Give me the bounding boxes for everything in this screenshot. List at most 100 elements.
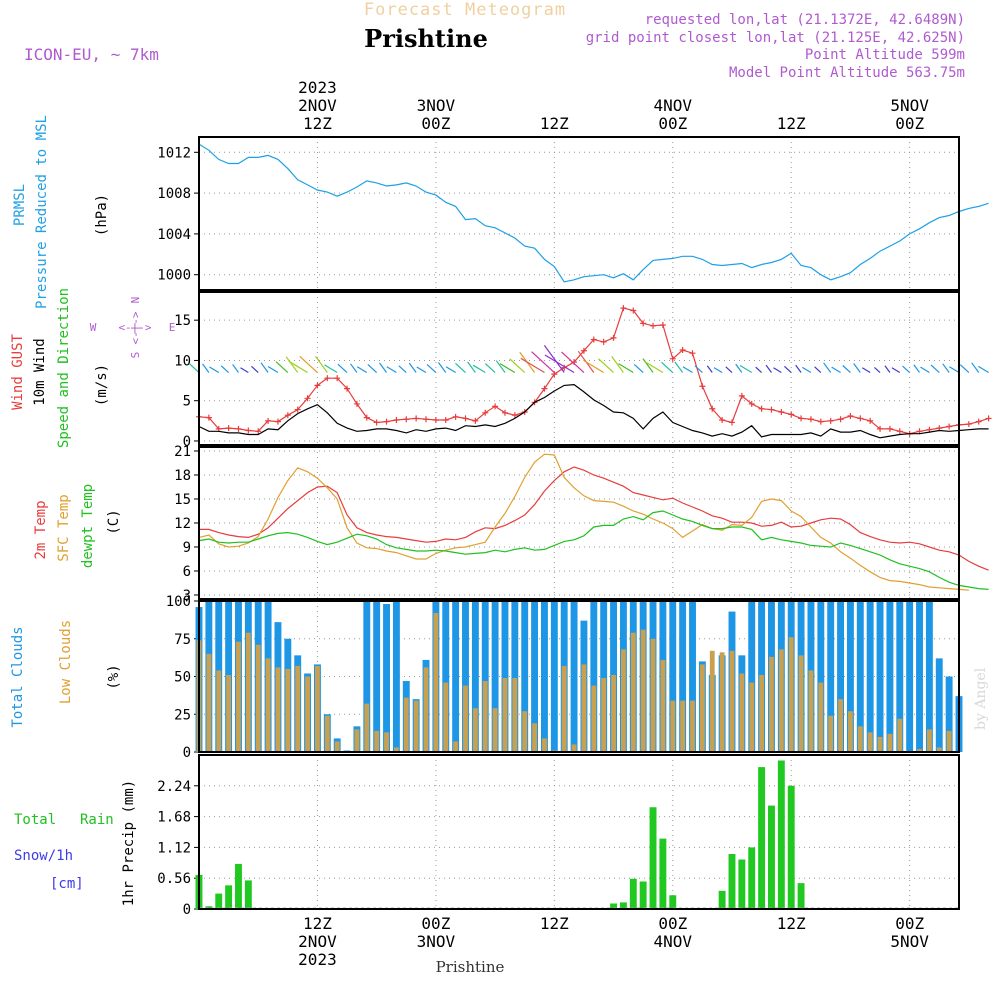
y-tick-label: 15 bbox=[174, 313, 191, 329]
y-tick-label: 21 bbox=[174, 444, 191, 460]
gust-marker bbox=[373, 419, 380, 426]
snow-unit: [cm] bbox=[50, 876, 84, 892]
wind-arrow bbox=[260, 362, 269, 373]
low-cloud-bar bbox=[522, 711, 528, 752]
low-cloud-bar bbox=[788, 637, 794, 752]
compass-vert: <-|-> bbox=[129, 311, 142, 344]
wind-arrow bbox=[949, 366, 960, 374]
gust-marker bbox=[630, 307, 637, 314]
low-cloud-bar bbox=[778, 649, 784, 752]
precip-bar bbox=[777, 760, 785, 909]
wind-arrow bbox=[484, 363, 496, 373]
wind-arrow bbox=[220, 365, 230, 373]
low-cloud-bar bbox=[423, 667, 429, 752]
gust-marker bbox=[314, 382, 321, 389]
wind-arrow bbox=[467, 361, 476, 373]
y-tick-label: 2.24 bbox=[157, 779, 191, 795]
top-time-label: 00Z bbox=[895, 114, 924, 133]
low-cloud-bar bbox=[798, 655, 804, 752]
low-cloud-bar bbox=[650, 638, 656, 752]
gust-marker bbox=[235, 425, 242, 432]
precip-bar bbox=[748, 847, 756, 909]
total-cloud-bar bbox=[511, 601, 519, 752]
low-cloud-bar bbox=[561, 665, 567, 752]
low-cloud-bar bbox=[897, 718, 903, 752]
wind-arrow bbox=[942, 363, 950, 373]
precip-bar bbox=[235, 863, 242, 909]
gust-marker bbox=[659, 322, 666, 329]
low-cloud-bar bbox=[443, 682, 449, 752]
gust-marker bbox=[738, 392, 745, 399]
low-cloud-bar bbox=[236, 641, 241, 752]
gust-marker bbox=[442, 417, 449, 424]
y-tick-label: 1004 bbox=[157, 227, 191, 243]
low-cloud-bar bbox=[265, 658, 271, 752]
pressure-label-1: PRMSL bbox=[12, 184, 28, 226]
total-cloud-bar bbox=[363, 601, 371, 752]
gust-marker bbox=[324, 375, 331, 382]
total-cloud-bar bbox=[462, 601, 469, 752]
gust-marker bbox=[472, 417, 479, 424]
compass-n: N bbox=[129, 297, 142, 304]
low-cloud-bar bbox=[472, 708, 478, 752]
low-cloud-bar bbox=[216, 670, 222, 752]
y-tick-label: 3 bbox=[183, 588, 191, 604]
top-time-label: 2023 bbox=[298, 78, 337, 97]
gust-marker bbox=[452, 413, 459, 420]
compass-s: S bbox=[129, 352, 142, 359]
wind-arrow bbox=[188, 363, 200, 373]
low-cloud-bar bbox=[206, 653, 212, 752]
wind-arrow bbox=[408, 362, 417, 373]
precip-bar bbox=[758, 767, 766, 909]
compass-icon: N S W E <-|-> <-|-> bbox=[90, 297, 176, 359]
wind-arrow bbox=[288, 360, 308, 374]
bottom-time-label: 5NOV bbox=[890, 932, 929, 951]
wind-arrow bbox=[416, 366, 427, 374]
gust-marker bbox=[758, 405, 765, 412]
gust-marker bbox=[413, 415, 420, 422]
precip-bar bbox=[244, 880, 252, 909]
wind-speed-dir-label: Speed and Direction bbox=[56, 288, 72, 448]
gust-marker bbox=[590, 336, 597, 343]
gust-marker bbox=[501, 409, 508, 416]
low-cloud-bar bbox=[719, 652, 725, 752]
wind-arrow bbox=[499, 363, 516, 374]
precip-bar bbox=[619, 902, 627, 909]
series-wind-gust bbox=[198, 307, 989, 435]
low-cloud-bar bbox=[532, 723, 538, 752]
panel-temperature: 3 6 9 12 15 18 21 bbox=[174, 444, 989, 604]
total-cloud-bar bbox=[679, 601, 687, 752]
low-cloud-bar bbox=[324, 715, 330, 752]
low-cloud-bar bbox=[818, 682, 824, 752]
low-cloud-bar bbox=[285, 668, 291, 752]
low-cloud-bar bbox=[482, 681, 488, 752]
low-cloud-bar bbox=[709, 650, 715, 752]
total-cloud-bar bbox=[866, 601, 874, 752]
low-cloud-bar bbox=[601, 678, 607, 752]
precip-bar bbox=[738, 859, 746, 909]
low-cloud-bar bbox=[670, 700, 676, 752]
wind-arrow bbox=[645, 361, 664, 374]
total-cloud-bar bbox=[600, 601, 608, 752]
gust-marker bbox=[728, 419, 735, 426]
page-title: Prishtine bbox=[364, 24, 488, 53]
wind-arrow bbox=[920, 366, 930, 374]
low-cloud-bar bbox=[739, 673, 745, 752]
total-cloud-bar bbox=[925, 601, 933, 752]
precip-bar bbox=[797, 883, 805, 909]
total-cloud-bar bbox=[491, 601, 499, 752]
precip-bar bbox=[225, 885, 233, 909]
y-tick-label: 12 bbox=[174, 516, 191, 532]
wind-arrow bbox=[755, 366, 763, 373]
total-cloud-label: Total Clouds bbox=[10, 626, 26, 727]
bottom-time-label: 2023 bbox=[298, 950, 337, 969]
series-dewpt-temp bbox=[198, 510, 989, 590]
wind-arrow bbox=[725, 366, 733, 373]
model-label: ICON-EU, ~ 7km bbox=[24, 45, 159, 64]
low-cloud-bar bbox=[245, 632, 251, 752]
total-cloud-bar bbox=[392, 601, 400, 752]
wind-arrow bbox=[831, 366, 841, 374]
gust-marker bbox=[334, 375, 341, 382]
pressure-unit: (hPa) bbox=[94, 194, 110, 236]
cloud-panel-labels: Total Clouds Low Clouds (%) bbox=[10, 620, 122, 728]
